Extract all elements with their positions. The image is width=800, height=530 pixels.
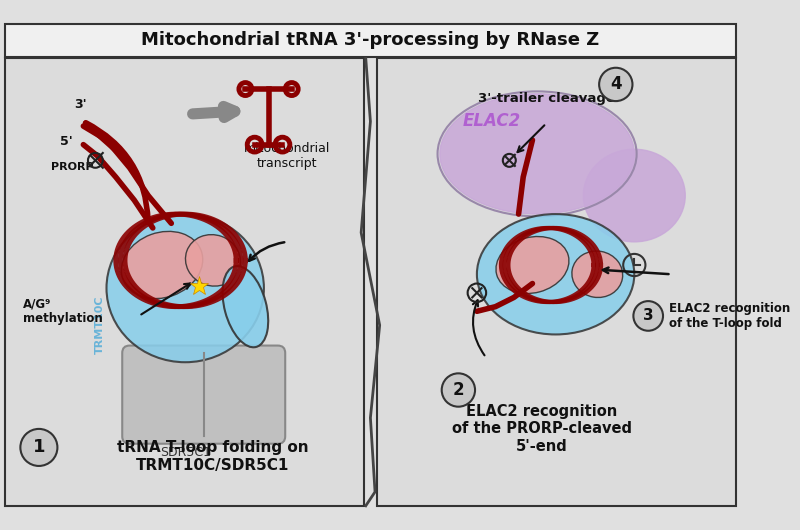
- FancyBboxPatch shape: [377, 58, 736, 506]
- Circle shape: [599, 68, 633, 101]
- Text: A/G⁹
methylation: A/G⁹ methylation: [23, 297, 103, 325]
- Text: 1: 1: [33, 438, 45, 456]
- Text: tRNA T-loop folding on
TRMT10C/SDR5C1: tRNA T-loop folding on TRMT10C/SDR5C1: [117, 440, 309, 473]
- FancyBboxPatch shape: [122, 346, 286, 444]
- Text: PRORP: PRORP: [51, 162, 94, 172]
- Ellipse shape: [122, 232, 202, 298]
- Text: SDR5C1: SDR5C1: [160, 446, 210, 460]
- Text: 4: 4: [610, 75, 622, 93]
- Ellipse shape: [496, 236, 569, 294]
- Circle shape: [442, 373, 475, 407]
- Text: 3'-trailer cleavage: 3'-trailer cleavage: [478, 92, 614, 105]
- Circle shape: [634, 301, 663, 331]
- Ellipse shape: [477, 214, 634, 334]
- Text: 3': 3': [74, 98, 86, 111]
- Text: 5': 5': [60, 135, 73, 148]
- Ellipse shape: [440, 94, 634, 214]
- Text: mitochondrial
transcript: mitochondrial transcript: [244, 142, 330, 170]
- FancyBboxPatch shape: [5, 58, 364, 506]
- Ellipse shape: [222, 266, 268, 347]
- Text: ELAC2 recognition
of the PRORP-cleaved
5'-end: ELAC2 recognition of the PRORP-cleaved 5…: [452, 404, 632, 454]
- Ellipse shape: [572, 251, 622, 297]
- Text: Mitochondrial tRNA 3'-processing by RNase Z: Mitochondrial tRNA 3'-processing by RNas…: [142, 31, 599, 49]
- Text: TRMT10C: TRMT10C: [95, 296, 105, 355]
- FancyBboxPatch shape: [5, 24, 736, 57]
- Ellipse shape: [583, 149, 686, 242]
- Text: 2: 2: [453, 381, 464, 399]
- Text: ELAC2 recognition
of the T-loop fold: ELAC2 recognition of the T-loop fold: [669, 302, 790, 330]
- Circle shape: [20, 429, 58, 466]
- Text: ELAC2: ELAC2: [463, 112, 522, 130]
- Text: 3: 3: [643, 308, 654, 323]
- Ellipse shape: [186, 235, 241, 286]
- Ellipse shape: [106, 214, 264, 362]
